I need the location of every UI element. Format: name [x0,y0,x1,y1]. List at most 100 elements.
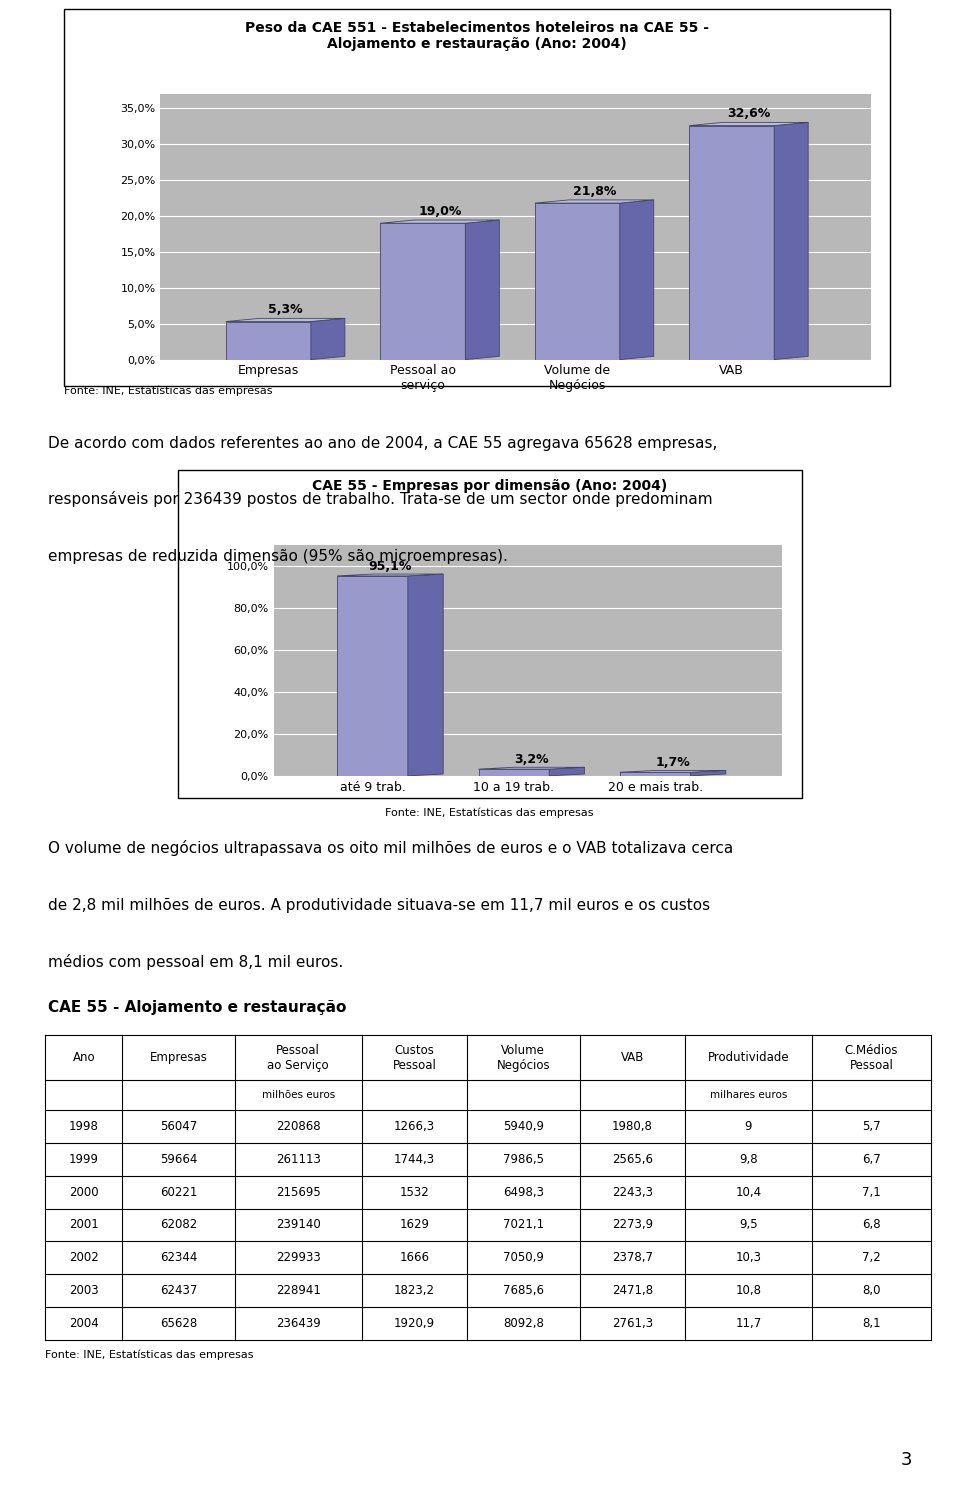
Text: 2565,6: 2565,6 [612,1153,653,1165]
Polygon shape [620,770,726,773]
Polygon shape [380,224,466,360]
Text: 8,0: 8,0 [862,1285,880,1297]
Text: 1823,2: 1823,2 [394,1285,435,1297]
Text: 8092,8: 8092,8 [503,1317,543,1329]
Text: 1629: 1629 [399,1219,429,1231]
Text: 10,8: 10,8 [735,1285,761,1297]
Text: 2002: 2002 [69,1252,99,1264]
Polygon shape [466,219,499,360]
Text: 2273,9: 2273,9 [612,1219,653,1231]
Text: 6,8: 6,8 [862,1219,880,1231]
Text: Custos
Pessoal: Custos Pessoal [393,1044,436,1071]
Text: 1980,8: 1980,8 [612,1120,653,1132]
Text: empresas de reduzida dimensão (95% são microempresas).: empresas de reduzida dimensão (95% são m… [48,549,508,564]
Text: Empresas: Empresas [150,1052,207,1064]
Text: 2000: 2000 [69,1186,99,1198]
Text: 5940,9: 5940,9 [503,1120,543,1132]
Text: 220868: 220868 [276,1120,321,1132]
Text: 1532: 1532 [399,1186,429,1198]
Text: Volume
Negócios: Volume Negócios [496,1044,550,1071]
Text: 19,0%: 19,0% [419,204,462,218]
Text: 261113: 261113 [276,1153,321,1165]
Text: 62344: 62344 [160,1252,198,1264]
Text: 2003: 2003 [69,1285,99,1297]
Text: 11,7: 11,7 [735,1317,761,1329]
Polygon shape [337,574,444,576]
Polygon shape [337,576,408,776]
Text: 95,1%: 95,1% [369,560,412,573]
Polygon shape [226,318,345,322]
Text: VAB: VAB [620,1052,644,1064]
Text: 9,8: 9,8 [739,1153,757,1165]
Polygon shape [689,125,774,360]
Text: 7,1: 7,1 [862,1186,880,1198]
Polygon shape [408,574,444,776]
Text: 7050,9: 7050,9 [503,1252,543,1264]
Text: 239140: 239140 [276,1219,321,1231]
Text: 7685,6: 7685,6 [503,1285,543,1297]
Polygon shape [311,318,345,360]
Text: 7021,1: 7021,1 [503,1219,544,1231]
Text: 62437: 62437 [160,1285,198,1297]
Text: 5,7: 5,7 [862,1120,880,1132]
Text: 5,3%: 5,3% [268,303,302,316]
Text: Fonte: INE, Estatísticas das empresas: Fonte: INE, Estatísticas das empresas [64,385,273,395]
Text: Fonte: INE, Estatísticas das empresas: Fonte: INE, Estatísticas das empresas [45,1349,253,1359]
Text: 236439: 236439 [276,1317,321,1329]
Text: 8,1: 8,1 [862,1317,880,1329]
Text: médios com pessoal em 8,1 mil euros.: médios com pessoal em 8,1 mil euros. [48,953,344,970]
Text: Peso da CAE 551 - Estabelecimentos hoteleiros na CAE 55 -
Alojamento e restauraç: Peso da CAE 551 - Estabelecimentos hotel… [245,21,709,51]
Polygon shape [690,770,726,776]
Text: 229933: 229933 [276,1252,321,1264]
Text: 2001: 2001 [69,1219,99,1231]
Polygon shape [620,200,654,360]
Polygon shape [774,122,808,360]
Polygon shape [226,322,311,360]
Text: CAE 55 - Alojamento e restauração: CAE 55 - Alojamento e restauração [48,1000,347,1015]
Text: Pessoal
ao Serviço: Pessoal ao Serviço [268,1044,329,1071]
Text: 2243,3: 2243,3 [612,1186,653,1198]
Text: CAE 55 - Empresas por dimensão (Ano: 2004): CAE 55 - Empresas por dimensão (Ano: 200… [312,479,667,492]
Text: 2004: 2004 [69,1317,99,1329]
Text: 56047: 56047 [160,1120,198,1132]
Text: 6,7: 6,7 [862,1153,880,1165]
Text: 32,6%: 32,6% [727,107,770,121]
Text: 1744,3: 1744,3 [394,1153,435,1165]
Text: 1666: 1666 [399,1252,429,1264]
Text: Fonte: INE, Estatísticas das empresas: Fonte: INE, Estatísticas das empresas [385,807,594,818]
Text: 1,7%: 1,7% [656,756,690,768]
Text: 59664: 59664 [160,1153,198,1165]
Text: De acordo com dados referentes ao ano de 2004, a CAE 55 agregava 65628 empresas,: De acordo com dados referentes ao ano de… [48,436,717,451]
Polygon shape [689,122,808,125]
Text: 1999: 1999 [69,1153,99,1165]
Text: 2761,3: 2761,3 [612,1317,653,1329]
Text: 9,5: 9,5 [739,1219,757,1231]
Polygon shape [478,768,549,776]
Polygon shape [620,773,690,776]
Text: 10,3: 10,3 [735,1252,761,1264]
Polygon shape [380,219,499,224]
Text: 1920,9: 1920,9 [394,1317,435,1329]
Text: 2378,7: 2378,7 [612,1252,653,1264]
Text: de 2,8 mil milhões de euros. A produtividade situava-se em 11,7 mil euros e os c: de 2,8 mil milhões de euros. A produtivi… [48,898,710,913]
Text: 3: 3 [900,1452,912,1470]
Polygon shape [549,767,585,776]
Text: C.Médios
Pessoal: C.Médios Pessoal [845,1044,899,1071]
Text: 215695: 215695 [276,1186,321,1198]
Text: milhões euros: milhões euros [262,1091,335,1100]
Text: responsáveis por 236439 postos de trabalho. Trata-se de um sector onde predomina: responsáveis por 236439 postos de trabal… [48,491,712,507]
Text: 62082: 62082 [160,1219,198,1231]
Text: 2471,8: 2471,8 [612,1285,653,1297]
Text: 9: 9 [745,1120,752,1132]
Text: 10,4: 10,4 [735,1186,761,1198]
Polygon shape [535,200,654,203]
Text: 1998: 1998 [69,1120,99,1132]
Text: 3,2%: 3,2% [515,753,549,765]
Text: Produtividade: Produtividade [708,1052,789,1064]
Text: 7986,5: 7986,5 [503,1153,543,1165]
Polygon shape [478,767,585,768]
Text: 1266,3: 1266,3 [394,1120,435,1132]
Text: 7,2: 7,2 [862,1252,880,1264]
Text: Ano: Ano [73,1052,95,1064]
Text: 21,8%: 21,8% [572,185,616,198]
